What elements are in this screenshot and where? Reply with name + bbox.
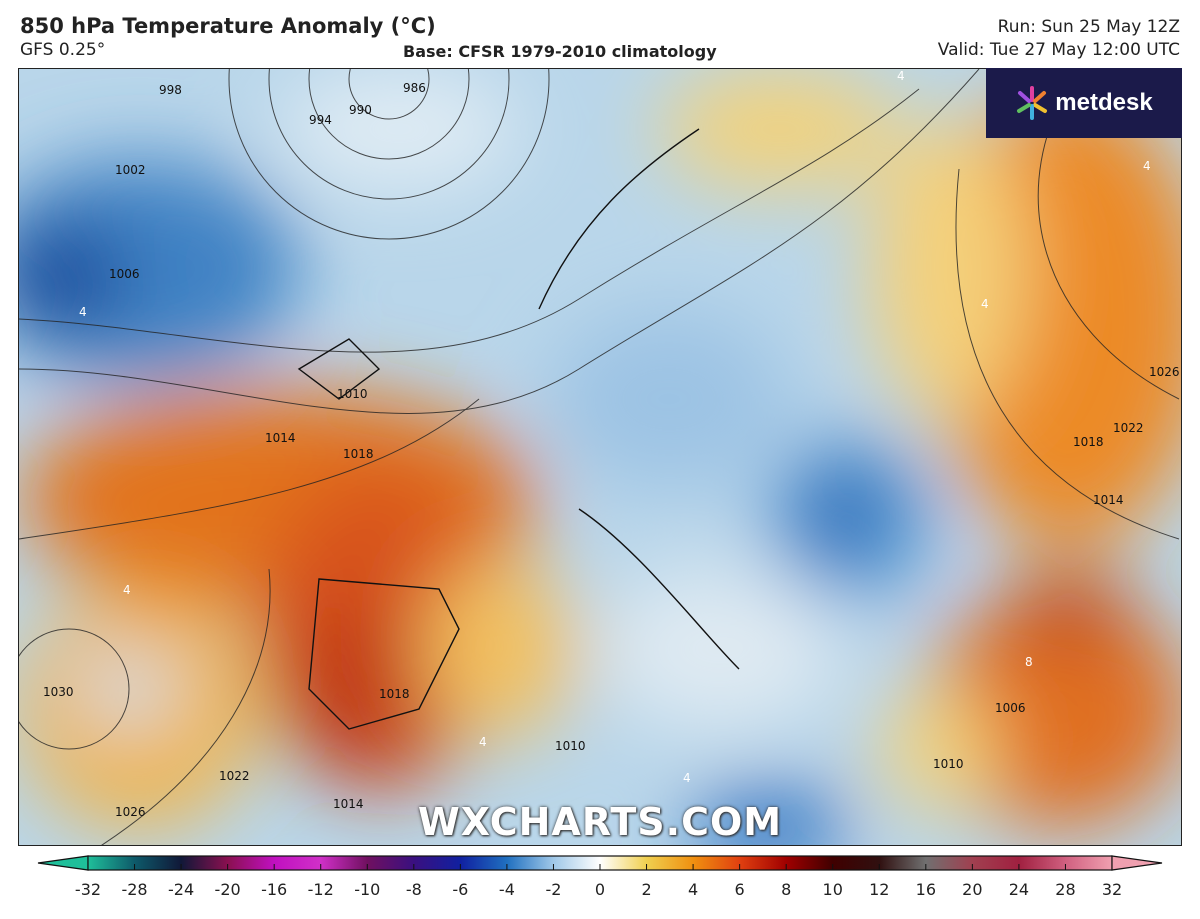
colorbar-tick-label: 8 bbox=[781, 880, 792, 899]
isobar-label: 1010 bbox=[337, 387, 368, 401]
isobar-label: 1022 bbox=[219, 769, 250, 783]
model-label: GFS 0.25° bbox=[20, 40, 106, 60]
anomaly-label: 4 bbox=[683, 771, 691, 785]
logo-text: metdesk bbox=[1055, 89, 1153, 116]
colorbar-tick-label: -24 bbox=[168, 880, 195, 899]
colorbar-tick-label: 16 bbox=[915, 880, 936, 899]
watermark: WXCHARTS.COM bbox=[417, 800, 783, 844]
colorbar-tick-label: -10 bbox=[354, 880, 381, 899]
colorbar-tick-label: 20 bbox=[962, 880, 983, 899]
colorbar-tick-label: -4 bbox=[498, 880, 515, 899]
colorbar-tick-label: -8 bbox=[405, 880, 422, 899]
isobar-label: 986 bbox=[403, 81, 426, 95]
colorbar-tick-label: -12 bbox=[307, 880, 334, 899]
isobar-label: 1018 bbox=[379, 687, 410, 701]
colorbar-tick-label: -20 bbox=[214, 880, 241, 899]
colorbar-tick-label: -32 bbox=[74, 880, 102, 899]
anomaly-label: 8 bbox=[1025, 655, 1033, 669]
colorbar-tick-label: -6 bbox=[452, 880, 469, 899]
colorbar-tick-label: -28 bbox=[121, 880, 148, 899]
colorbar bbox=[37, 855, 1163, 871]
anomaly-label: 4 bbox=[981, 297, 989, 311]
isobars bbox=[19, 69, 1180, 845]
isobar-label: 1010 bbox=[933, 757, 964, 771]
isobar-label: 1006 bbox=[995, 701, 1026, 715]
colorbar-max-extend bbox=[1111, 855, 1163, 871]
isobar-label: 1018 bbox=[343, 447, 374, 461]
anomaly-field bbox=[19, 69, 1181, 845]
colorbar-tick-label: -16 bbox=[261, 880, 288, 899]
colorbar-tick-label: 12 bbox=[869, 880, 890, 899]
isobar-label: 1026 bbox=[115, 805, 146, 819]
coastlines bbox=[297, 128, 740, 730]
isobar-label: 1014 bbox=[265, 431, 296, 445]
anomaly-label: 4 bbox=[123, 583, 131, 597]
colorbar-tick-label: 24 bbox=[1008, 880, 1030, 899]
colorbar-tick-label: 10 bbox=[822, 880, 843, 899]
valid-time-label: Valid: Tue 27 May 12:00 UTC bbox=[937, 40, 1180, 60]
metdesk-logo: metdesk bbox=[986, 68, 1182, 138]
base-climatology-label: Base: CFSR 1979-2010 climatology bbox=[403, 42, 717, 61]
isobar-label: 1018 bbox=[1073, 435, 1104, 449]
colorbar-tick-label: 0 bbox=[594, 880, 606, 899]
temperature-anomaly-map[interactable]: 998 990 986 994 1002 1006 1010 1014 1018… bbox=[18, 68, 1182, 846]
isobar-label: 1014 bbox=[1093, 493, 1124, 507]
colorbar-tick-label: 4 bbox=[687, 880, 699, 899]
colorbar-tick-label: -2 bbox=[545, 880, 562, 899]
anomaly-label: 4 bbox=[479, 735, 487, 749]
isobar-label: 998 bbox=[159, 83, 182, 97]
colorbar-tick-label: 28 bbox=[1055, 880, 1076, 899]
anomaly-label: 4 bbox=[79, 305, 87, 319]
colorbar-tick-label: 6 bbox=[734, 880, 745, 899]
isobar-label: 1014 bbox=[333, 797, 364, 811]
isobar-label: 1006 bbox=[109, 267, 140, 281]
anomaly-label: 4 bbox=[897, 69, 905, 83]
colorbar-min-extend bbox=[37, 855, 89, 871]
isobar-label: 1002 bbox=[115, 163, 146, 177]
anomaly-label: 4 bbox=[1143, 159, 1151, 173]
isobar-label: 1026 bbox=[1149, 365, 1180, 379]
pinwheel-icon bbox=[1017, 86, 1048, 120]
colorbar-tick-label: 2 bbox=[641, 880, 652, 899]
isobar-label: 1030 bbox=[43, 685, 74, 699]
isobar-label: 1010 bbox=[555, 739, 586, 753]
colorbar-tick-label: 32 bbox=[1101, 880, 1123, 899]
chart-title: 850 hPa Temperature Anomaly (°C) bbox=[20, 14, 436, 38]
isobar-label: 994 bbox=[309, 113, 332, 127]
run-time-label: Run: Sun 25 May 12Z bbox=[997, 17, 1180, 37]
isobar-label: 990 bbox=[349, 103, 372, 117]
isobar-label: 1022 bbox=[1113, 421, 1144, 435]
